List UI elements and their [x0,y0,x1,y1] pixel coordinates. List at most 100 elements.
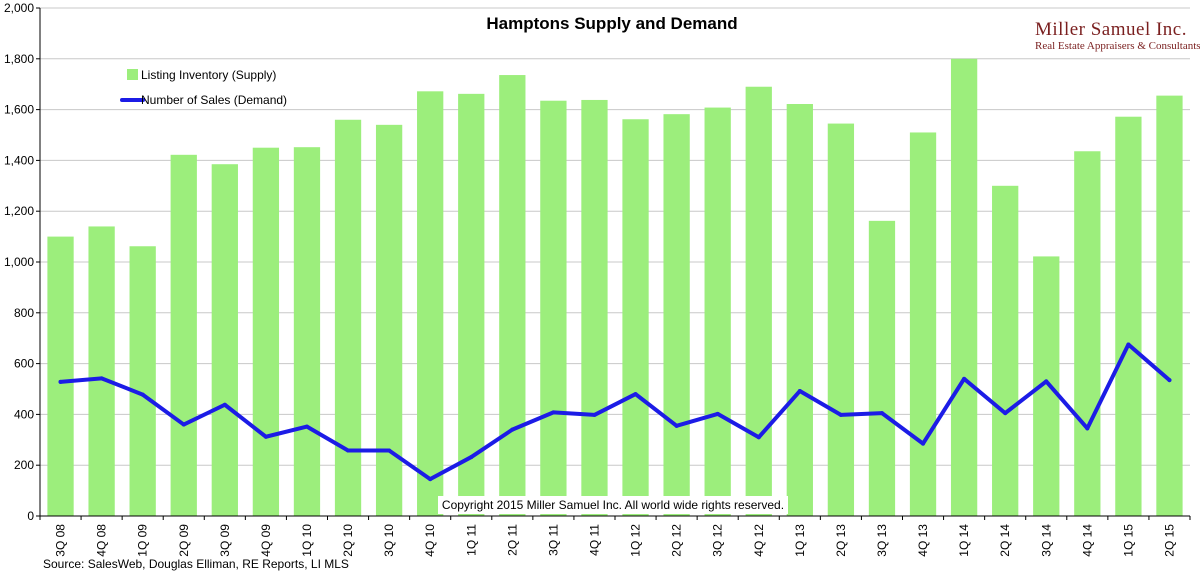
x-tick-label: 2Q 10 [341,524,355,557]
line-point [140,392,145,397]
x-tick-label: 3Q 08 [54,524,68,557]
x-tick-label: 3Q 09 [218,524,232,557]
x-tick-label: 2Q 14 [998,524,1012,557]
x-tick-label: 2Q 11 [505,524,519,556]
brand-logo: Miller Samuel Inc. Real Estate Appraiser… [1035,19,1200,52]
bar [622,119,649,516]
line-point [304,424,309,429]
bar [950,58,978,517]
x-tick-label: 4Q 08 [95,524,109,557]
line-point [1003,411,1008,416]
x-tick-label: 3Q 13 [875,524,889,557]
y-tick-label: 200 [14,458,34,472]
bar [334,119,362,516]
x-tick-label: 1Q 12 [629,524,643,557]
x-tick-label: 3Q 12 [711,524,725,557]
source-note: Source: SalesWeb, Douglas Elliman, RE Re… [43,557,349,571]
bar [252,147,280,516]
y-tick-label: 1,000 [4,255,34,269]
x-tick-label: 4Q 11 [587,524,601,556]
x-tick-label: 1Q 10 [300,524,314,557]
bar [129,246,156,516]
copyright-note: Copyright 2015 Miller Samuel Inc. All wo… [438,496,788,514]
y-tick-label: 800 [14,306,34,320]
legend-label-supply: Listing Inventory (Supply) [141,68,276,82]
line-point [1126,342,1131,347]
bar [745,86,772,517]
legend-label-demand: Number of Sales (Demand) [141,93,287,107]
line-point [1044,379,1049,384]
bar [827,123,855,516]
line-point [346,448,351,453]
line-series [58,342,1172,482]
bar [581,99,608,516]
y-tick-label: 2,000 [4,1,34,15]
line-point [962,376,967,381]
bar [499,75,526,516]
line-point [181,422,186,427]
x-tick-label: 1Q 13 [793,524,807,557]
bar [1156,95,1183,516]
legend-swatch-supply [127,69,138,80]
x-tick-label: 2Q 09 [177,524,191,557]
line-point [263,434,268,439]
y-tick-label: 1,800 [4,52,34,66]
bar [1115,116,1142,516]
bar [704,107,731,517]
line-point [756,435,761,440]
bar [786,104,813,517]
x-tick-label: 4Q 10 [423,524,437,557]
bar [170,154,197,516]
line-point [99,376,104,381]
line-point [428,477,433,482]
line-point [633,392,638,397]
copyright-text: Copyright 2015 Miller Samuel Inc. All wo… [442,498,784,512]
y-tick-label: 400 [14,407,34,421]
line-point [387,448,392,453]
x-tick-label: 1Q 15 [1121,524,1135,557]
bar [992,185,1019,517]
bar [417,91,444,516]
brand-tagline: Real Estate Appraisers & Consultants [1035,40,1200,52]
bar [540,100,567,517]
line-point [469,455,474,460]
x-tick-label: 2Q 12 [670,524,684,557]
y-tick-label: 1,200 [4,204,34,218]
y-tick-label: 0 [27,509,34,523]
x-tick-label: 3Q 11 [546,524,560,556]
y-tick-label: 1,400 [4,153,34,167]
copyright-box [438,496,788,514]
line-point [838,412,843,417]
line-point [58,379,63,384]
y-tick-label: 1,600 [4,103,34,117]
line-point [1167,378,1172,383]
x-tick-label: 2Q 13 [834,524,848,557]
bar [211,164,238,516]
bar [868,220,896,517]
bar [88,226,115,516]
x-tick-label: 1Q 14 [957,524,971,557]
bar [458,93,485,517]
sales-line [58,342,1172,482]
line-point [879,411,884,416]
y-axis-ticks: 0 200 400 600 800 1,000 1,200 1,400 1,600 1,800 2,… [4,1,40,523]
line-point [1085,426,1090,431]
bar [47,236,74,516]
bar [663,114,690,516]
x-tick-label: 2Q 15 [1162,524,1176,557]
y-tick-label: 600 [14,357,34,371]
bar [909,132,937,516]
x-tick-label: 4Q 09 [259,524,273,557]
x-tick-label: 1Q 09 [136,524,150,557]
x-tick-label: 4Q 14 [1080,524,1094,557]
x-tick-label: 3Q 10 [382,524,396,557]
brand-name: Miller Samuel Inc. [1035,19,1187,40]
x-tick-label: 4Q 13 [916,524,930,557]
x-tick-label: 3Q 14 [1039,524,1053,557]
x-tick-label: 4Q 12 [752,524,766,557]
chart-title: Hamptons Supply and Demand [486,14,737,33]
x-axis-ticks: 3Q 08 4Q 08 1Q 09 2Q 09 3Q 09 4Q 09 1Q 10 2Q 10… [39,516,1191,557]
bar [293,147,321,516]
line-point [797,389,802,394]
line-point [921,441,926,446]
